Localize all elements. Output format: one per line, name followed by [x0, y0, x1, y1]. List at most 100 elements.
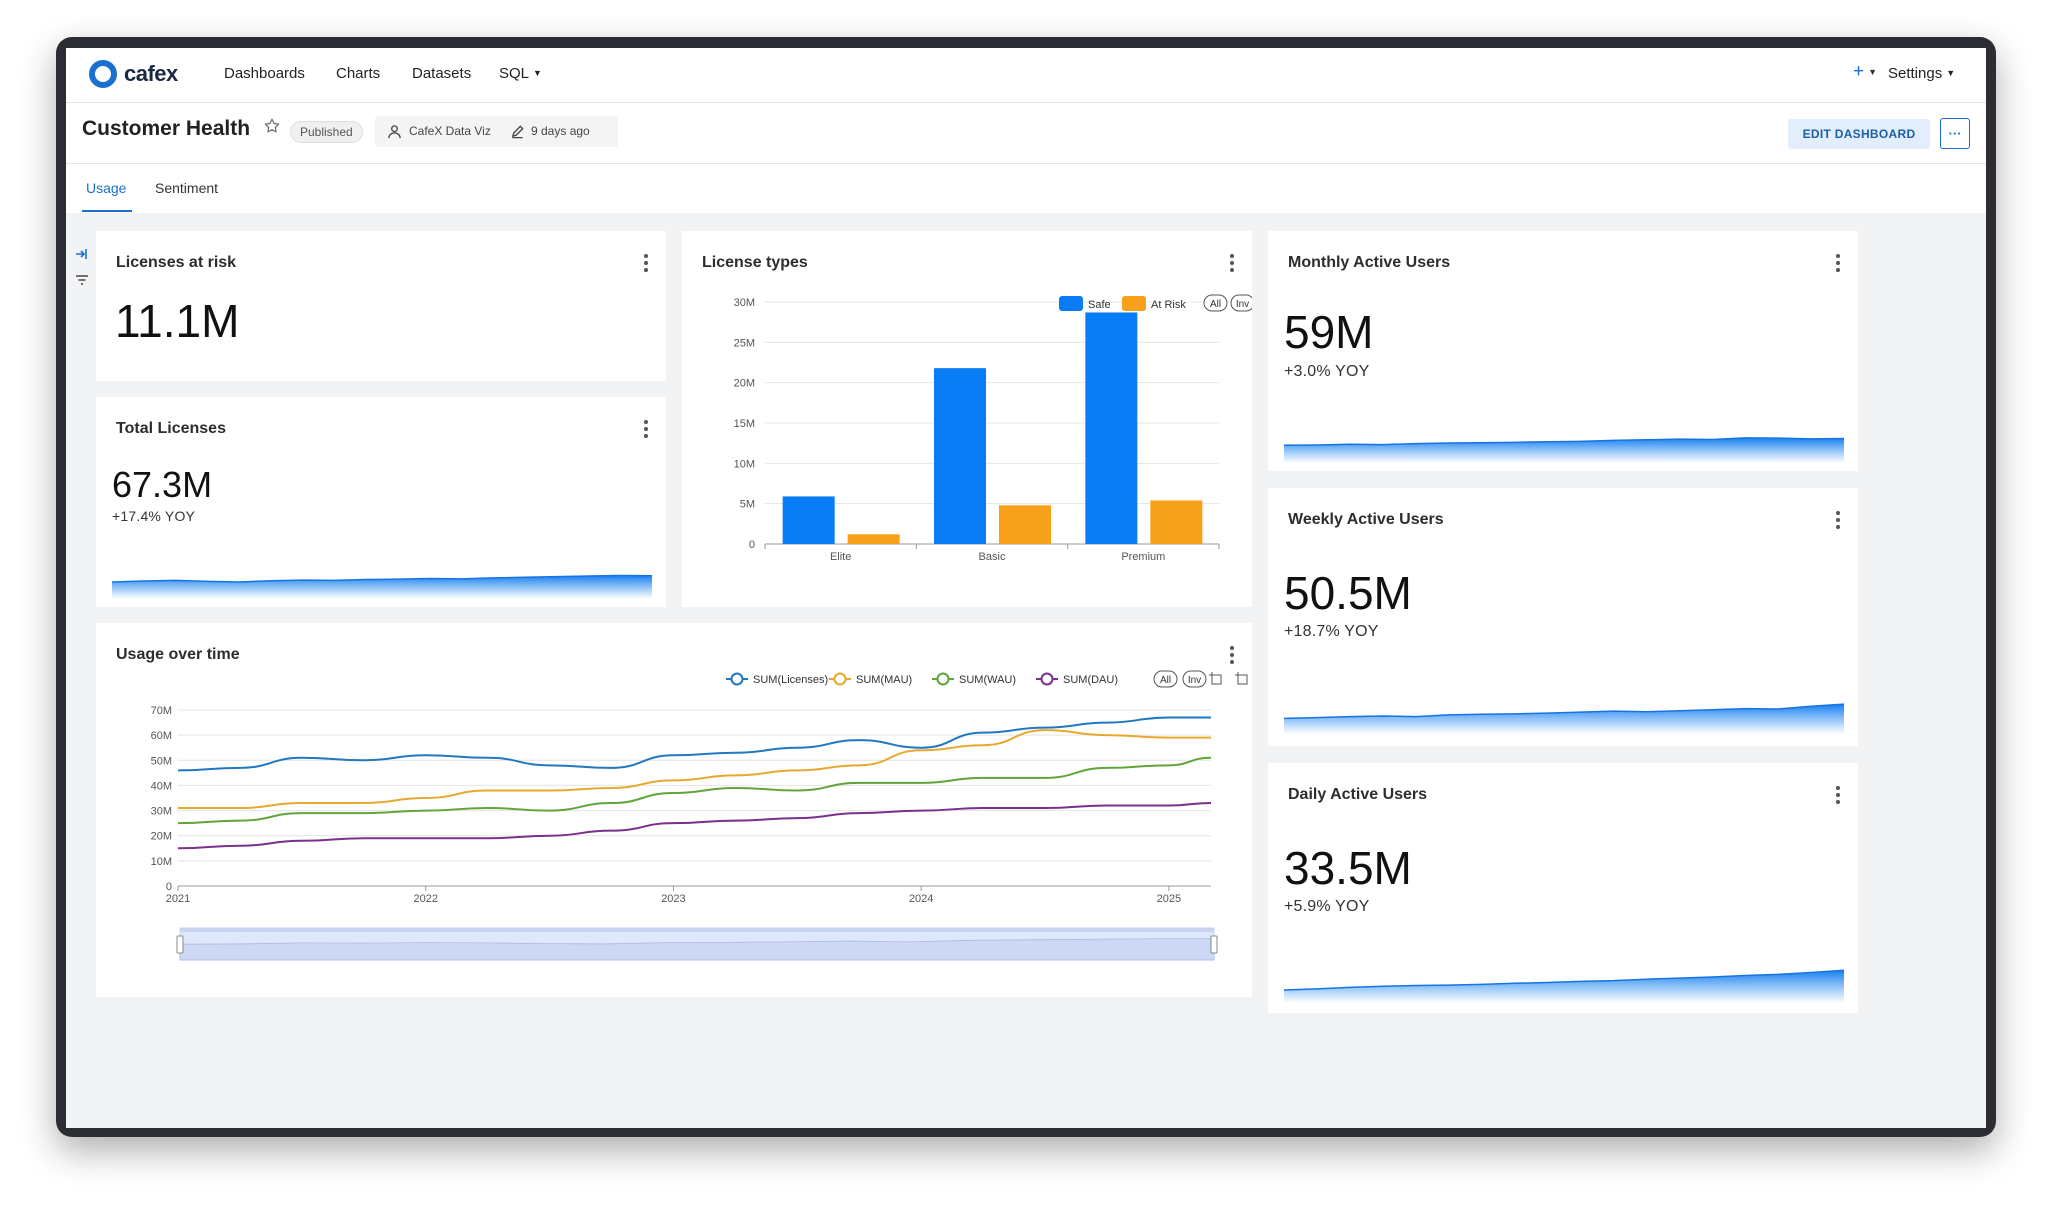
- logo[interactable]: cafex: [88, 59, 178, 89]
- series-line-sum-mau[interactable]: [177, 729, 1211, 810]
- kebab-menu-icon[interactable]: [1230, 646, 1234, 667]
- y-tick-label: 20M: [151, 831, 172, 843]
- nav-dashboards[interactable]: Dashboards: [224, 65, 305, 82]
- owner-name: CafeX Data Viz: [409, 124, 491, 138]
- settings-menu[interactable]: Settings ▼: [1888, 65, 1955, 82]
- kebab-menu-icon[interactable]: [1836, 254, 1840, 275]
- kebab-menu-icon[interactable]: [644, 420, 648, 441]
- zoom-reset-icon[interactable]: [1235, 672, 1248, 685]
- x-tick-label: 2024: [909, 893, 933, 905]
- edit-dashboard-button[interactable]: EDIT DASHBOARD: [1788, 119, 1930, 149]
- tab-sentiment[interactable]: Sentiment: [155, 180, 219, 196]
- legend-marker[interactable]: [1040, 672, 1054, 686]
- y-tick-label: 10M: [151, 856, 172, 868]
- yoy-change: +17.4% YOY: [112, 508, 196, 524]
- bar-safe[interactable]: [1085, 312, 1138, 544]
- slider-handle-left[interactable]: [176, 935, 184, 954]
- active-tab-indicator: [82, 210, 132, 212]
- nav-charts[interactable]: Charts: [336, 65, 381, 82]
- legend-all-button[interactable]: All: [1153, 670, 1178, 688]
- legend-label: SUM(MAU): [856, 674, 912, 686]
- sparkline-mau: [1284, 437, 1844, 463]
- top-navbar: cafex Dashboards Charts Datasets SQL ▼ + ▼…: [66, 48, 1986, 103]
- x-tick-label: Basic: [979, 551, 1006, 563]
- page-title: Customer Health: [82, 117, 251, 140]
- nav-sql[interactable]: SQL ▼: [499, 65, 542, 82]
- sparkline-area: [1284, 970, 1844, 1003]
- zoom-corner: [1209, 672, 1213, 676]
- series-line-sum-licenses[interactable]: [177, 716, 1211, 772]
- legend-invert-button[interactable]: Inv: [1182, 670, 1207, 688]
- legend-marker[interactable]: [936, 672, 950, 686]
- legend-invert-button[interactable]: Inv: [1230, 294, 1252, 312]
- big-number: 11.1M: [115, 295, 240, 347]
- y-tick-label: 40M: [151, 780, 172, 792]
- license-types-bar-chart: 0 5M 10M 15M 20M 25M 30M Elite Basic Premium Safe A…: [734, 294, 1252, 563]
- y-tick-label: 15M: [734, 418, 755, 430]
- card-title: Weekly Active Users: [1288, 511, 1444, 528]
- chevron-down-icon: ▼: [1946, 68, 1956, 78]
- legend-label: SUM(Licenses): [753, 674, 828, 686]
- kebab-menu-icon[interactable]: [1230, 254, 1234, 275]
- series-line-sum-dau[interactable]: [177, 802, 1212, 850]
- yoy-change: +3.0% YOY: [1284, 363, 1370, 380]
- legend-swatch[interactable]: [1122, 296, 1146, 311]
- yoy-change: +18.7% YOY: [1284, 623, 1379, 640]
- bar-safe[interactable]: [782, 496, 835, 544]
- y-tick-label: 25M: [734, 337, 755, 349]
- zoom-select-icon[interactable]: [1209, 672, 1222, 685]
- sparkline-area: [112, 575, 652, 599]
- card-weekly-active-users: Weekly Active Users 50.5M +18.7% YOY: [1268, 488, 1858, 746]
- x-tick-label: 2021: [166, 893, 190, 905]
- card-total-licenses: Total Licenses 67.3M +17.4% YOY: [96, 397, 666, 607]
- legend-marker[interactable]: [833, 672, 847, 686]
- dashboard-header: Customer Health Published CafeX Data Viz…: [66, 103, 1986, 164]
- add-new-button[interactable]: + ▼: [1853, 61, 1877, 83]
- reset-box: [1237, 674, 1248, 685]
- card-title: Daily Active Users: [1288, 786, 1428, 803]
- y-tick-label: 60M: [151, 730, 172, 742]
- tab-usage[interactable]: Usage: [86, 180, 127, 196]
- metadata-bar: CafeX Data Viz 9 days ago: [375, 116, 618, 147]
- filter-icon[interactable]: [75, 274, 89, 286]
- more-options-button[interactable]: ···: [1940, 118, 1970, 149]
- sparkline-dau: [1284, 969, 1844, 1003]
- y-tick-label: 5M: [740, 499, 755, 511]
- x-tick-label: Premium: [1121, 551, 1165, 563]
- card-licenses-at-risk: Licenses at risk 11.1M: [96, 231, 666, 381]
- legend-marker[interactable]: [730, 672, 744, 686]
- favorite-star-icon[interactable]: [263, 117, 281, 135]
- x-tick-label: 2023: [661, 893, 685, 905]
- reset-corner: [1235, 672, 1239, 676]
- y-tick-label: 0: [749, 539, 755, 551]
- logo-text: cafex: [124, 61, 178, 86]
- legend-invert-button-outline: [1230, 294, 1252, 312]
- kebab-menu-icon[interactable]: [1836, 786, 1840, 807]
- bar-at-risk[interactable]: [847, 534, 900, 544]
- plus-icon: +: [1853, 61, 1865, 82]
- legend-invert-button-outline: [1182, 670, 1207, 688]
- legend-all-button[interactable]: All: [1203, 294, 1228, 312]
- x-tick-label: 2022: [413, 893, 437, 905]
- kebab-menu-icon[interactable]: [1836, 511, 1840, 532]
- bar-at-risk[interactable]: [1150, 500, 1203, 544]
- kebab-menu-icon[interactable]: [644, 254, 648, 275]
- chevron-down-icon: ▼: [533, 68, 542, 78]
- legend-label: SUM(WAU): [959, 674, 1016, 686]
- expand-filters-icon[interactable]: [75, 248, 89, 260]
- yoy-change: +5.9% YOY: [1284, 898, 1370, 915]
- bar-safe[interactable]: [934, 368, 986, 544]
- legend-swatch[interactable]: [1059, 296, 1083, 311]
- big-number: 50.5M: [1284, 567, 1412, 619]
- time-range-slider[interactable]: [176, 927, 1218, 961]
- sparkline-line: [1284, 969, 1844, 991]
- bar-at-risk[interactable]: [999, 505, 1051, 544]
- nav-datasets[interactable]: Datasets: [412, 65, 472, 82]
- user-icon: [388, 125, 401, 139]
- sparkline-wau: [1284, 703, 1844, 734]
- card-title: License types: [702, 254, 808, 271]
- legend-all-button-outline: [1203, 294, 1228, 312]
- series-line-sum-wau[interactable]: [177, 756, 1212, 825]
- slider-handle-right[interactable]: [1210, 935, 1218, 954]
- y-tick-label: 30M: [151, 806, 172, 818]
